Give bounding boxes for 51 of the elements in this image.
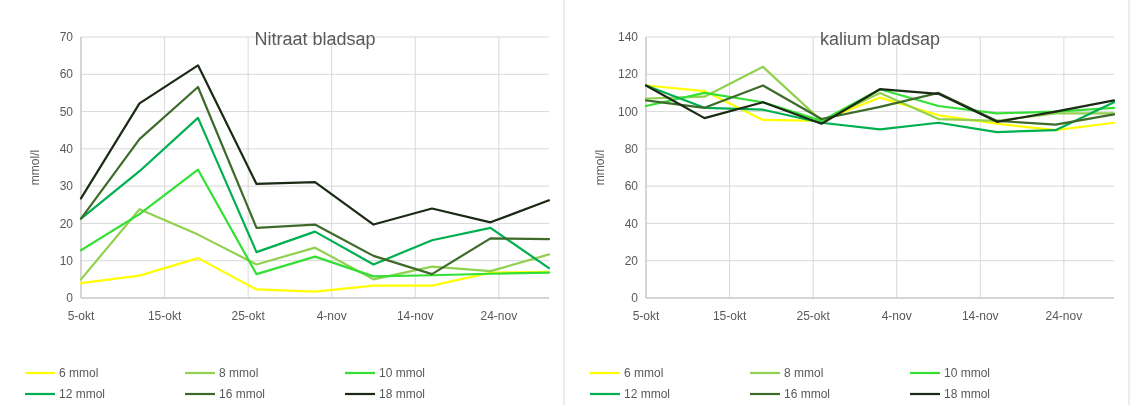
y-tick-label: 40 xyxy=(59,142,74,157)
legend-label: 10 mmol xyxy=(944,366,991,381)
line-series xyxy=(79,64,551,226)
y-tick-label: 10 xyxy=(59,253,74,268)
x-tick-label: 15-okt xyxy=(147,309,182,323)
legend-label: 12 mmol xyxy=(59,387,106,402)
line-series xyxy=(79,85,551,276)
legend-label: 10 mmol xyxy=(379,366,426,381)
y-tick-label: 30 xyxy=(59,179,74,194)
chart-title: Nitraat bladsap xyxy=(254,29,376,49)
x-tick-label: 24-nov xyxy=(480,309,518,323)
x-tick-label: 5-okt xyxy=(67,309,95,323)
x-tick-label: 4-nov xyxy=(881,309,912,323)
y-tick-label: 50 xyxy=(59,104,74,119)
line-series xyxy=(79,257,551,293)
y-tick-label: 0 xyxy=(631,291,639,306)
y-tick-label: 60 xyxy=(59,67,74,82)
y-tick-label: 20 xyxy=(624,253,639,268)
x-tick-label: 24-nov xyxy=(1045,309,1083,323)
x-tick-label: 5-okt xyxy=(632,309,660,323)
x-tick-label: 4-nov xyxy=(316,309,347,323)
y-tick-label: 70 xyxy=(59,30,74,45)
x-tick-label: 14-nov xyxy=(396,309,434,323)
legend-label: 18 mmol xyxy=(379,387,426,402)
legend-label: 18 mmol xyxy=(944,387,991,402)
line-series xyxy=(79,168,551,278)
y-tick-label: 40 xyxy=(624,216,639,231)
legend-label: 8 mmol xyxy=(784,366,824,381)
y-tick-label: 100 xyxy=(617,104,639,119)
y-tick-label: 140 xyxy=(617,30,639,45)
line-series xyxy=(644,65,1116,122)
y-axis-title: mmol/l xyxy=(28,149,42,186)
y-tick-label: 120 xyxy=(617,67,639,82)
y-tick-label: 20 xyxy=(59,216,74,231)
y-axis-title: mmol/l xyxy=(593,149,607,186)
x-tick-label: 25-okt xyxy=(231,309,266,323)
x-tick-label: 25-okt xyxy=(796,309,831,323)
legend-label: 16 mmol xyxy=(784,387,831,402)
y-tick-label: 60 xyxy=(624,179,639,194)
x-tick-label: 15-okt xyxy=(712,309,747,323)
legend-label: 6 mmol xyxy=(59,366,99,381)
y-tick-label: 80 xyxy=(624,142,639,157)
legend-label: 16 mmol xyxy=(219,387,266,402)
y-tick-label: 0 xyxy=(66,291,74,306)
legend-label: 12 mmol xyxy=(624,387,671,402)
x-tick-label: 14-nov xyxy=(961,309,999,323)
line-series xyxy=(79,116,551,270)
line-series xyxy=(79,208,551,281)
chart-title: kalium bladsap xyxy=(819,29,941,49)
legend-label: 8 mmol xyxy=(219,366,259,381)
legend-label: 6 mmol xyxy=(624,366,664,381)
